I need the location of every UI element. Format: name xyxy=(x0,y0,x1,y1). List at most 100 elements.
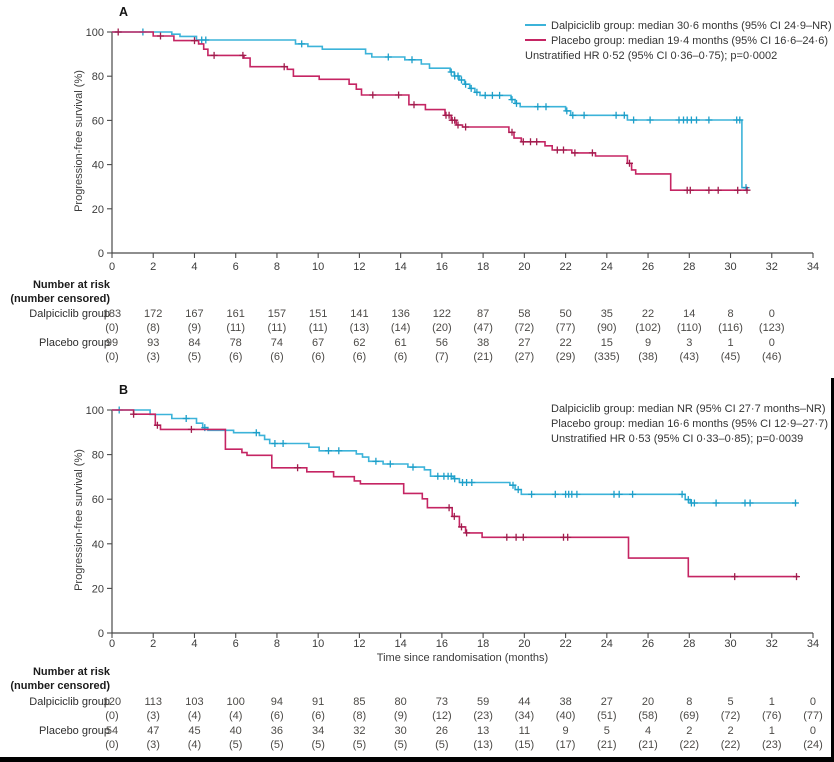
censor-tick xyxy=(564,533,572,541)
censor-tick xyxy=(451,475,459,483)
risk-censored-cell: (5) xyxy=(270,739,284,751)
risk-censored-cell: (45) xyxy=(720,351,741,363)
censor-tick xyxy=(553,146,561,154)
risk-censored-cell: (34) xyxy=(514,710,535,722)
censor-tick xyxy=(512,533,520,541)
placebo-line-swatch xyxy=(525,39,546,41)
censor-tick xyxy=(298,40,306,48)
risk-table-subtitle: (number censored) xyxy=(10,293,110,305)
risk-count-cell: 30 xyxy=(394,725,407,737)
risk-censored-cell: (0) xyxy=(105,322,119,334)
risk-censored-cell: (9) xyxy=(187,322,202,334)
risk-count-cell: 91 xyxy=(312,696,325,708)
censor-tick xyxy=(187,425,195,433)
y-tick-label: 40 xyxy=(92,160,104,172)
risk-censored-cell: (22) xyxy=(679,739,700,751)
risk-censored-cell: (15) xyxy=(514,739,535,751)
risk-count-cell: 62 xyxy=(353,337,366,349)
censor-tick xyxy=(712,499,720,507)
censor-tick xyxy=(409,463,417,471)
risk-count-cell: 22 xyxy=(641,308,655,320)
censor-tick xyxy=(279,440,287,447)
risk-count-cell: 99 xyxy=(105,337,119,349)
censor-tick xyxy=(153,421,161,429)
x-tick-label: 2 xyxy=(150,638,156,650)
censor-tick xyxy=(746,499,754,507)
risk-censored-cell: (7) xyxy=(435,351,449,363)
risk-censored-cell: (6) xyxy=(311,710,325,722)
censor-tick xyxy=(294,464,302,472)
risk-censored-cell: (47) xyxy=(473,322,493,334)
censor-tick xyxy=(445,504,453,512)
x-tick-label: 22 xyxy=(559,638,571,650)
risk-censored-cell: (5) xyxy=(187,351,202,363)
censor-tick xyxy=(473,88,481,96)
risk-count-cell: 50 xyxy=(559,308,572,320)
censor-tick xyxy=(705,186,713,194)
risk-count-cell: 151 xyxy=(308,308,328,320)
risk-count-cell: 84 xyxy=(188,337,201,349)
x-tick-label: 32 xyxy=(766,261,778,273)
risk-count-cell: 4 xyxy=(644,725,652,737)
legend-line-placebo: Placebo group: median 19·4 months (95% C… xyxy=(525,34,832,49)
risk-count-cell: 0 xyxy=(768,308,775,320)
censor-tick xyxy=(239,51,247,59)
censor-tick xyxy=(620,111,628,119)
censor-tick xyxy=(646,116,654,124)
censor-tick xyxy=(534,103,542,111)
censor-tick xyxy=(509,481,517,489)
risk-censored-cell: (0) xyxy=(105,739,119,751)
panel-a-legend: Dalpiciclib group: median 30·6 months (9… xyxy=(525,19,832,64)
risk-count-cell: 1 xyxy=(727,337,734,349)
risk-censored-cell: (43) xyxy=(679,351,700,363)
censor-tick xyxy=(451,116,459,124)
risk-censored-cell: (4) xyxy=(228,710,243,722)
risk-count-cell: 27 xyxy=(518,337,531,349)
risk-count-cell: 27 xyxy=(600,696,613,708)
risk-count-cell: 94 xyxy=(270,696,284,708)
censor-tick xyxy=(445,111,453,119)
dalpiciclib-line-swatch xyxy=(525,24,546,26)
risk-censored-cell: (5) xyxy=(228,739,243,751)
risk-censored-cell: (11) xyxy=(226,322,246,334)
risk-censored-cell: (69) xyxy=(679,710,700,722)
risk-censored-cell: (5) xyxy=(352,739,367,751)
risk-count-cell: 5 xyxy=(603,725,610,737)
risk-censored-cell: (5) xyxy=(311,739,325,751)
censor-tick xyxy=(508,96,516,104)
x-tick-label: 10 xyxy=(312,638,324,650)
x-tick-label: 20 xyxy=(518,261,530,273)
risk-count-cell: 35 xyxy=(600,308,613,320)
censor-tick xyxy=(705,116,713,124)
x-tick-label: 12 xyxy=(353,261,365,273)
risk-censored-cell: (24) xyxy=(803,739,823,751)
censor-tick xyxy=(454,121,462,129)
panel-a-letter: A xyxy=(119,5,129,19)
censor-tick xyxy=(684,496,692,504)
censor-tick xyxy=(686,186,694,194)
risk-count-cell: 47 xyxy=(147,725,160,737)
risk-censored-cell: (3) xyxy=(146,710,160,722)
censor-tick xyxy=(384,53,392,61)
risk-row-label-placebo: Placebo group xyxy=(39,337,110,349)
risk-count-cell: 15 xyxy=(600,337,613,349)
risk-count-cell: 56 xyxy=(435,337,448,349)
risk-count-cell: 58 xyxy=(518,308,531,320)
risk-censored-cell: (21) xyxy=(638,739,658,751)
legend-line-hr: Unstratified HR 0·53 (95% CI 0·33–0·85);… xyxy=(551,433,804,445)
censor-tick xyxy=(792,499,799,507)
censor-tick xyxy=(335,447,343,455)
risk-row-label-dalpiciclib: Dalpiciclib group xyxy=(29,308,110,320)
risk-censored-cell: (102) xyxy=(635,322,661,334)
risk-count-cell: 157 xyxy=(267,308,287,320)
risk-censored-cell: (4) xyxy=(187,710,202,722)
censor-tick xyxy=(551,490,559,498)
censor-tick xyxy=(458,76,465,84)
censor-tick xyxy=(468,479,476,486)
legend-text: Placebo group: median 19·4 months (95% C… xyxy=(551,35,828,47)
risk-count-cell: 93 xyxy=(147,337,160,349)
risk-censored-cell: (20) xyxy=(432,322,452,334)
x-tick-label: 24 xyxy=(601,261,613,273)
legend-line-hr: Unstratified HR 0·52 (95% CI 0·36–0·75);… xyxy=(525,50,778,62)
risk-censored-cell: (8) xyxy=(352,710,367,722)
